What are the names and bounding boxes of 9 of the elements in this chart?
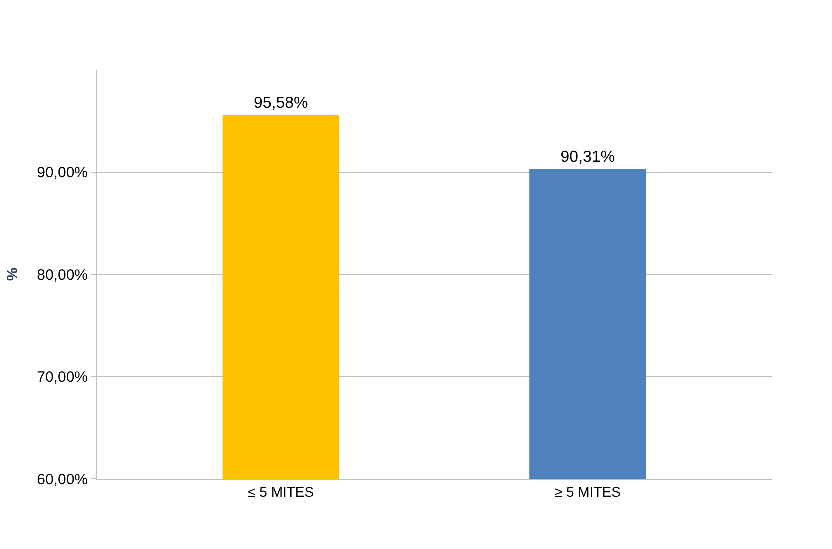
data-label: 95,58% xyxy=(254,95,308,112)
x-tick-label: ≤ 5 MITES xyxy=(248,484,314,500)
y-axis-title: % xyxy=(4,268,22,282)
y-tick-label: 70,00% xyxy=(37,369,88,386)
y-tick-label: 80,00% xyxy=(37,266,88,284)
x-tick-label: ≥ 5 MITES xyxy=(554,484,621,500)
y-tick-label: 90,00% xyxy=(37,164,88,182)
y-tick-label: 60,00% xyxy=(37,471,88,488)
data-label: 90,31% xyxy=(560,149,616,166)
